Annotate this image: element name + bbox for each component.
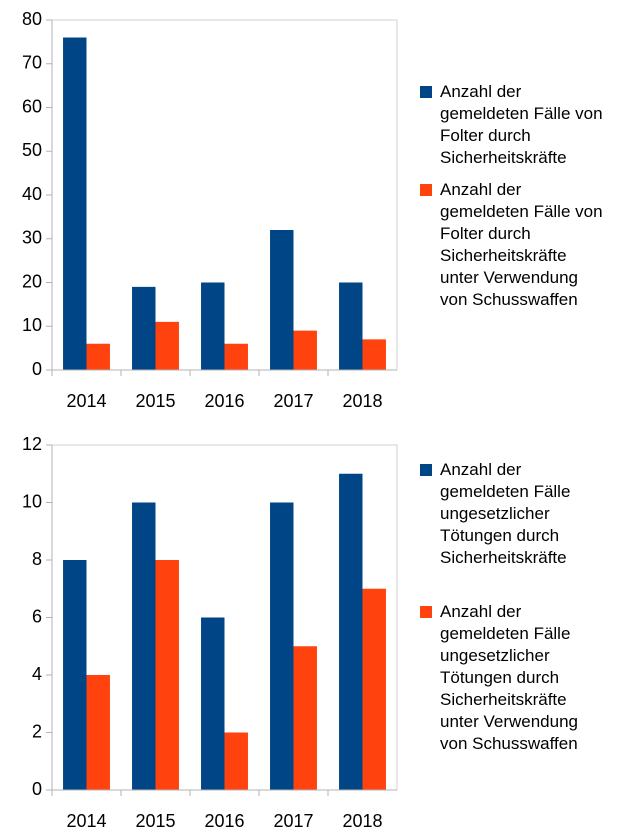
legend-item: Anzahl der gemeldeten Fälle ungesetzlich… bbox=[440, 602, 578, 753]
bar bbox=[270, 502, 294, 790]
y-tick-label: 40 bbox=[22, 184, 42, 204]
x-tick-label: 2015 bbox=[135, 811, 175, 828]
y-tick-label: 70 bbox=[22, 53, 42, 73]
bar bbox=[155, 321, 179, 370]
bar bbox=[224, 732, 248, 790]
x-tick-label: 2015 bbox=[135, 391, 175, 411]
legend-swatch bbox=[420, 86, 432, 98]
legend-swatch bbox=[420, 606, 432, 618]
bar bbox=[63, 37, 87, 370]
legend-label: Anzahl der gemeldeten Fälle von Folter d… bbox=[440, 82, 603, 167]
legend-swatch bbox=[420, 464, 432, 476]
bar bbox=[132, 502, 156, 790]
legend-item: Anzahl der gemeldeten Fälle von Folter d… bbox=[440, 180, 603, 309]
bar bbox=[201, 617, 225, 790]
y-tick-label: 6 bbox=[32, 606, 42, 626]
y-tick-label: 30 bbox=[22, 228, 42, 248]
legend-item: Anzahl der gemeldeten Fälle von Folter d… bbox=[440, 82, 603, 167]
legend-swatch bbox=[420, 184, 432, 196]
bar bbox=[339, 473, 363, 790]
bar bbox=[224, 343, 248, 370]
y-tick-label: 60 bbox=[22, 96, 42, 116]
legend-label: Anzahl der gemeldeten Fälle ungesetzlich… bbox=[440, 460, 571, 567]
x-tick-label: 2017 bbox=[273, 811, 313, 828]
x-tick-label: 2014 bbox=[66, 811, 106, 828]
y-tick-label: 4 bbox=[32, 664, 42, 684]
x-tick-label: 2018 bbox=[342, 391, 382, 411]
y-tick-label: 2 bbox=[32, 721, 42, 741]
y-tick-label: 20 bbox=[22, 271, 42, 291]
y-tick-label: 0 bbox=[32, 359, 42, 379]
y-tick-label: 12 bbox=[22, 434, 42, 454]
bar bbox=[362, 588, 386, 790]
legend-item: Anzahl der gemeldeten Fälle ungesetzlich… bbox=[440, 460, 571, 567]
bar bbox=[155, 560, 179, 790]
bar bbox=[270, 230, 294, 370]
bar bbox=[132, 286, 156, 370]
bar bbox=[63, 560, 87, 790]
bar bbox=[293, 330, 317, 370]
legend-label: Anzahl der gemeldeten Fälle von Folter d… bbox=[440, 180, 603, 309]
bar bbox=[362, 339, 386, 370]
y-tick-label: 0 bbox=[32, 779, 42, 799]
y-tick-label: 50 bbox=[22, 140, 42, 160]
y-tick-label: 80 bbox=[22, 9, 42, 29]
bar bbox=[86, 675, 110, 790]
x-tick-label: 2016 bbox=[204, 811, 244, 828]
x-tick-label: 2017 bbox=[273, 391, 313, 411]
bar bbox=[293, 646, 317, 790]
y-tick-label: 10 bbox=[22, 315, 42, 335]
legend-label: Anzahl der gemeldeten Fälle ungesetzlich… bbox=[440, 602, 578, 753]
x-tick-label: 2018 bbox=[342, 811, 382, 828]
y-tick-label: 8 bbox=[32, 549, 42, 569]
bar bbox=[201, 282, 225, 370]
y-tick-label: 10 bbox=[22, 491, 42, 511]
x-tick-label: 2014 bbox=[66, 391, 106, 411]
x-tick-label: 2016 bbox=[204, 391, 244, 411]
bar bbox=[86, 343, 110, 370]
bar bbox=[339, 282, 363, 370]
